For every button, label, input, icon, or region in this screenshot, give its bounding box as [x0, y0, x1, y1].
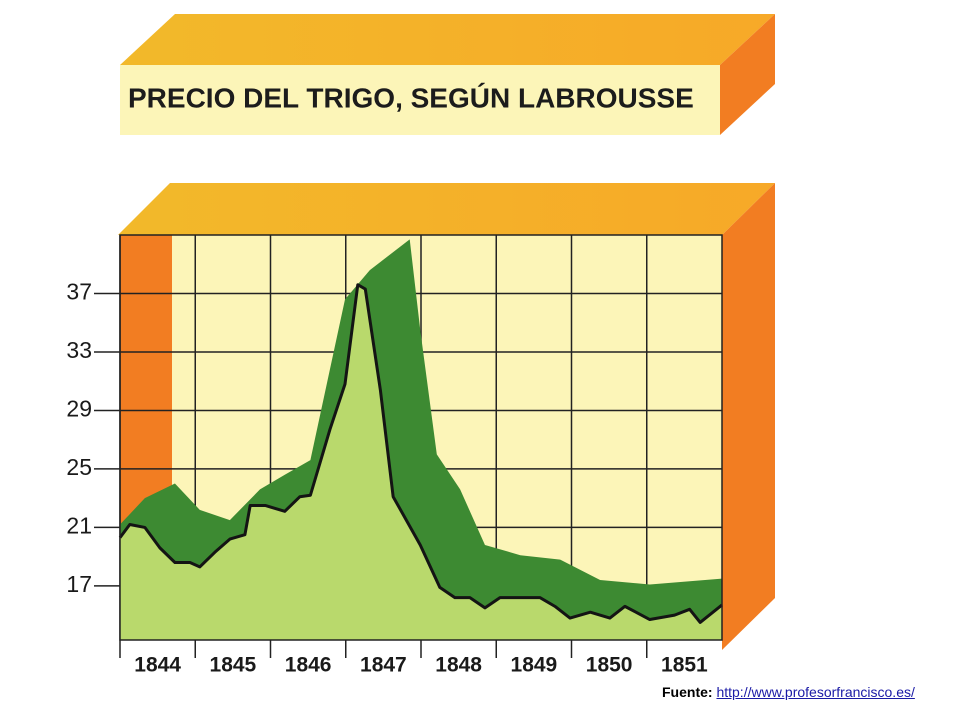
box-side [722, 183, 775, 650]
box-top [118, 183, 775, 235]
y-tick-label: 37 [66, 279, 92, 305]
x-tick-label: 1851 [661, 654, 708, 677]
x-tick-label: 1844 [134, 654, 181, 677]
x-tick-label: 1848 [435, 654, 482, 677]
plot-frame [119, 234, 723, 641]
banner-side [720, 14, 775, 135]
banner-front [120, 65, 720, 135]
chart-title: PRECIO DEL TRIGO, SEGÚN LABROUSSE [128, 82, 694, 113]
banner-top [120, 14, 775, 65]
x-tick-label: 1845 [210, 654, 257, 677]
y-tick-label: 25 [66, 454, 92, 480]
x-tick-label: 1850 [586, 654, 633, 677]
source: Fuente: http://www.profesorfrancisco.es/ [662, 684, 915, 700]
x-tick-label: 1846 [285, 654, 332, 677]
area [120, 284, 722, 640]
y-tick-label: 29 [66, 396, 92, 422]
y-tick-label: 21 [66, 512, 92, 538]
y-tick-label: 33 [66, 337, 92, 363]
source-label: Fuente: [662, 684, 713, 700]
line [118, 283, 723, 624]
y-tick-label: 17 [66, 571, 92, 597]
x-tick-label: 1847 [360, 654, 407, 677]
source-link[interactable]: http://www.profesorfrancisco.es/ [716, 684, 915, 700]
x-tick-label: 1849 [511, 654, 558, 677]
